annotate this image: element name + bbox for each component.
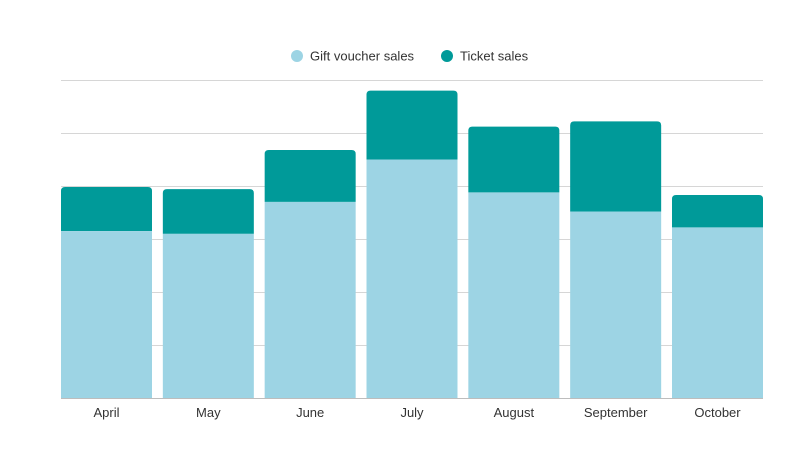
bar-gift-voucher-sales-july xyxy=(366,159,458,398)
x-tick-label-july: July xyxy=(400,405,424,420)
x-tick-label-october: October xyxy=(694,405,741,420)
x-tick-label-june: June xyxy=(296,405,324,420)
bar-gift-voucher-sales-may xyxy=(162,233,254,398)
bar-ticket-sales-august xyxy=(468,126,560,193)
legend-label-gift-voucher-sales: Gift voucher sales xyxy=(310,49,415,64)
bar-gift-voucher-sales-august xyxy=(468,192,560,398)
bar-gift-voucher-sales-april xyxy=(61,231,152,398)
bar-ticket-sales-october xyxy=(672,195,763,228)
bar-ticket-sales-july xyxy=(366,90,458,160)
bar-gift-voucher-sales-june xyxy=(264,201,356,398)
legend-marker-ticket-sales xyxy=(441,50,453,62)
x-tick-label-august: August xyxy=(494,405,535,420)
legend-marker-gift-voucher-sales xyxy=(291,50,303,62)
bar-ticket-sales-september xyxy=(570,121,662,212)
bar-gift-voucher-sales-september xyxy=(570,211,662,398)
bar-ticket-sales-june xyxy=(264,149,356,202)
bars xyxy=(61,90,763,398)
legend-label-ticket-sales: Ticket sales xyxy=(460,49,529,64)
legend: Gift voucher sales Ticket sales xyxy=(291,49,529,64)
x-axis: April May June July August September October xyxy=(93,405,741,420)
x-tick-label-may: May xyxy=(196,405,221,420)
bar-ticket-sales-may xyxy=(162,189,254,234)
bar-gift-voucher-sales-october xyxy=(672,227,763,398)
bar-ticket-sales-april xyxy=(61,187,152,232)
x-tick-label-april: April xyxy=(93,405,119,420)
x-tick-label-september: September xyxy=(584,405,648,420)
